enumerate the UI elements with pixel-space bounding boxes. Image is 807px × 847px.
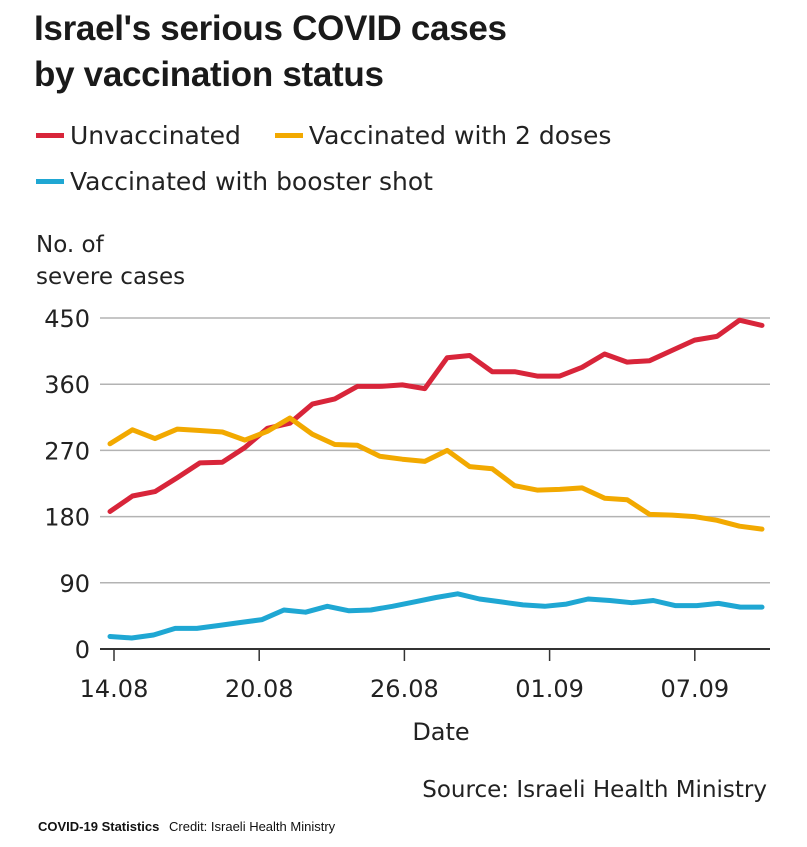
x-tick-label-07.09: 07.09 (660, 675, 729, 703)
legend-item-vaccinated-2-doses: Vaccinated with 2 doses (274, 120, 612, 150)
legend-swatch-unvaccinated (36, 132, 64, 138)
x-tick-label-20.08: 20.08 (225, 675, 294, 703)
x-tick-label-14.08: 14.08 (80, 675, 149, 703)
footer-credit: Credit: Israeli Health Ministry (169, 819, 336, 834)
y-tick-label-180: 180 (44, 504, 90, 532)
legend-item-unvaccinated: Unvaccinated (36, 121, 241, 150)
series-line-vaccinated-2-doses (107, 415, 765, 532)
legend-item-booster: Vaccinated with booster shot (36, 167, 433, 196)
footer-label: COVID-19 Statistics (38, 819, 160, 834)
legend-swatch-vaccinated-2-doses (274, 132, 303, 138)
y-tick-label-450: 450 (44, 305, 90, 333)
y-tick-label-90: 90 (59, 570, 90, 598)
y-tick-label-270: 270 (44, 437, 90, 465)
legend-label-unvaccinated: Unvaccinated (70, 120, 241, 150)
legend: Unvaccinated Vaccinated with 2 doses Vac… (36, 112, 645, 204)
footer: COVID-19 Statistics Credit: Israeli Heal… (38, 819, 335, 834)
chart-title: Israel's serious COVID cases by vaccinat… (34, 6, 507, 98)
x-axis-label: Date (412, 718, 469, 746)
y-axis-label-line-1: No. of (36, 232, 105, 258)
chart-title-line-1: Israel's serious COVID cases (34, 9, 507, 48)
source-note: Source: Israeli Health Ministry (422, 777, 767, 803)
legend-label-booster: Vaccinated with booster shot (70, 166, 433, 196)
legend-swatch-booster (36, 178, 64, 184)
x-tick-label-01.09: 01.09 (515, 675, 584, 703)
series-line-booster (107, 591, 765, 641)
x-tick-label-26.08: 26.08 (370, 675, 439, 703)
y-axis-label-line-2: severe cases (36, 264, 185, 290)
legend-label-vaccinated-2-doses: Vaccinated with 2 doses (308, 120, 612, 150)
series-line-unvaccinated (107, 317, 765, 514)
y-tick-label-360: 360 (44, 371, 90, 399)
chart-title-line-2: by vaccination status (34, 55, 384, 94)
y-tick-label-0: 0 (75, 636, 90, 664)
